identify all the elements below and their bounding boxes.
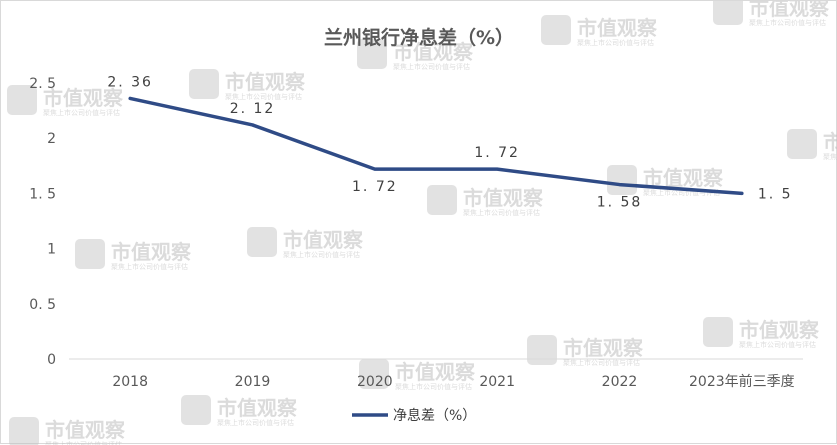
y-tick-label: 2 xyxy=(47,131,56,147)
watermark-subtitle: 聚焦上市公司价值与评估 xyxy=(225,92,302,101)
data-label: 2. 12 xyxy=(230,101,276,117)
watermark-title: 市值观察 xyxy=(393,40,474,64)
watermark-subtitle: 聚焦上市公司价值与评估 xyxy=(577,38,654,47)
y-axis: 0 0. 5 1 1. 5 2 2. 5 xyxy=(29,76,56,368)
watermark-subtitle: 聚焦上市公司价值与评估 xyxy=(643,188,720,197)
watermark-title: 市值观察 xyxy=(463,186,544,210)
y-tick-label: 1 xyxy=(47,242,56,258)
watermark-logo-icon xyxy=(189,69,219,99)
watermark-logo-icon xyxy=(541,15,571,45)
x-tick-label: 2021 xyxy=(479,374,515,390)
watermark-logo-icon xyxy=(527,335,557,365)
watermark-title: 市值观察 xyxy=(111,240,192,264)
watermark-title: 市值观察 xyxy=(739,318,820,342)
watermark-title: 市值观察 xyxy=(749,1,830,20)
watermark-layer: 市值观察聚焦上市公司价值与评估市值观察聚焦上市公司价值与评估市值观察聚焦上市公司… xyxy=(7,1,837,445)
chart-title: 兰州银行净息差（%） xyxy=(324,26,514,49)
watermark-subtitle: 聚焦上市公司价值与评估 xyxy=(45,440,122,445)
data-label: 1. 5 xyxy=(758,186,793,202)
watermark-logo-icon xyxy=(427,185,457,215)
watermark-logo-icon xyxy=(247,227,277,257)
watermark-logo-icon xyxy=(607,165,637,195)
watermark-subtitle: 聚焦上市公司价值与评估 xyxy=(563,358,640,367)
watermark-title: 市值观察 xyxy=(225,70,306,94)
watermark-logo-icon xyxy=(75,239,105,269)
watermark-subtitle: 聚焦上市公司价值与评估 xyxy=(283,250,360,259)
legend: 净息差（%） xyxy=(352,407,476,424)
watermark-title: 市值观察 xyxy=(823,130,837,154)
watermark-subtitle: 聚焦上市公司价值与评估 xyxy=(395,382,472,391)
x-tick-label: 2018 xyxy=(112,374,148,390)
watermark-title: 市值观察 xyxy=(563,336,644,360)
y-tick-label: 1. 5 xyxy=(29,186,56,202)
watermark-subtitle: 聚焦上市公司价值与评估 xyxy=(43,108,120,117)
watermark-subtitle: 聚焦上市公司价值与评估 xyxy=(111,262,188,271)
watermark-logo-icon xyxy=(713,1,743,25)
watermark-subtitle: 聚焦上市公司价值与评估 xyxy=(217,418,294,427)
data-label: 1. 58 xyxy=(597,195,643,211)
data-label: 1. 72 xyxy=(352,179,398,195)
watermark-logo-icon xyxy=(9,417,39,445)
legend-label: 净息差（%） xyxy=(393,407,476,424)
watermark-title: 市值观察 xyxy=(395,360,476,384)
series-line xyxy=(128,96,744,196)
y-tick-label: 2. 5 xyxy=(29,76,56,92)
watermark-logo-icon xyxy=(181,395,211,425)
watermark-logo-icon xyxy=(359,359,389,389)
watermark-logo-icon xyxy=(703,317,733,347)
x-tick-label: 2019 xyxy=(235,374,271,390)
watermark-title: 市值观察 xyxy=(283,228,364,252)
y-tick-label: 0. 5 xyxy=(29,297,56,313)
watermark-title: 市值观察 xyxy=(577,16,658,40)
series-layer: 2. 36 2. 12 1. 72 1. 72 1. 58 1. 5 xyxy=(107,74,793,211)
watermark-subtitle: 聚焦上市公司价值与评估 xyxy=(739,340,816,349)
watermark-logo-icon xyxy=(7,85,37,115)
data-label: 2. 36 xyxy=(107,74,153,90)
watermark-logo-icon xyxy=(357,39,387,69)
watermark-subtitle: 聚焦上市公司价值与评估 xyxy=(393,62,470,71)
watermark-title: 市值观察 xyxy=(43,86,124,110)
x-tick-label: 2023年前三季度 xyxy=(689,373,795,390)
watermark-logo-icon xyxy=(787,129,817,159)
x-tick-label: 2020 xyxy=(357,374,393,390)
watermark-subtitle: 聚焦上市公司价值与评估 xyxy=(749,18,826,27)
watermark-title: 市值观察 xyxy=(217,396,298,420)
x-axis: 2018 2019 2020 2021 2022 2023年前三季度 xyxy=(112,373,794,390)
watermark-subtitle: 聚焦上市公司价值与评估 xyxy=(463,208,540,217)
watermark-subtitle: 聚焦上市公司价值与评估 xyxy=(823,152,837,161)
y-tick-label: 0 xyxy=(47,352,56,368)
data-label: 1. 72 xyxy=(474,145,520,161)
watermark-title: 市值观察 xyxy=(45,418,126,442)
x-tick-label: 2022 xyxy=(602,374,638,390)
